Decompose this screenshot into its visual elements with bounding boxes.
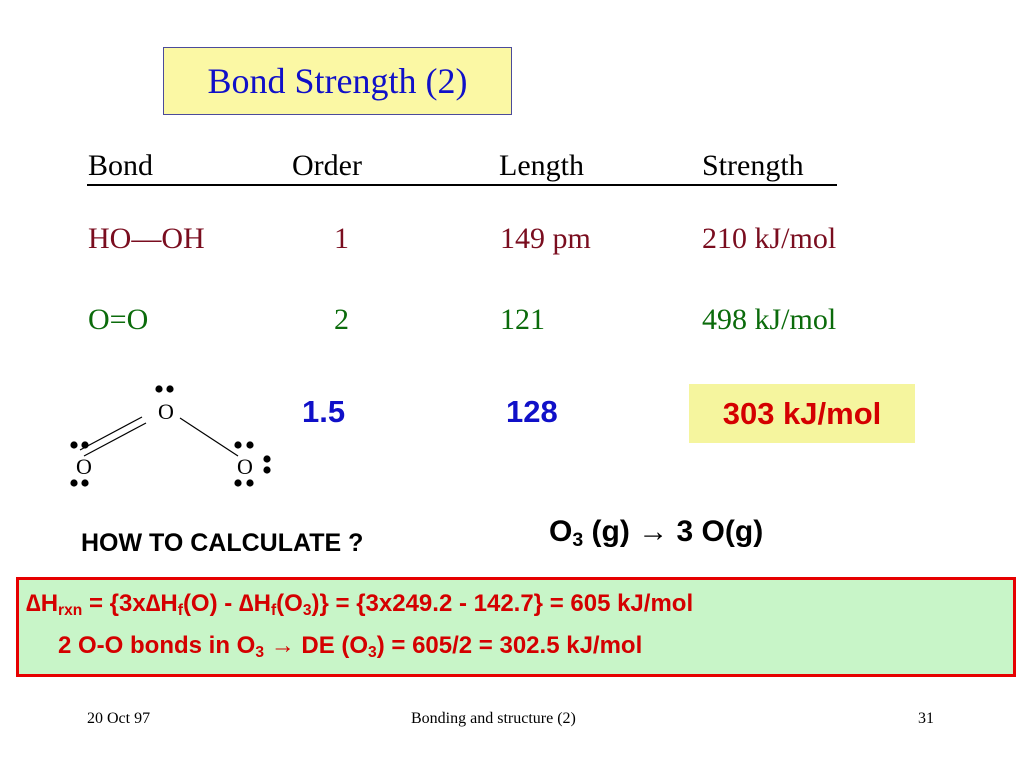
row1-bond: HO—OH — [88, 222, 205, 255]
calc-eq-part: (O — [276, 590, 303, 617]
row1-strength: 210 kJ/mol — [702, 222, 837, 255]
o3-subscript: 3 — [368, 643, 377, 661]
delta-symbol: ∆ — [145, 590, 161, 617]
f-subscript: f — [177, 601, 183, 619]
calculation-line-2: 2 O-O bonds in O3 → DE (O3) = 605/2 = 30… — [58, 632, 642, 662]
reaction-product: 3 O(g) — [668, 515, 764, 548]
title-box — [163, 47, 512, 115]
enthalpy-symbol: H — [40, 590, 59, 617]
row2-length: 121 — [500, 303, 545, 336]
header-bond: Bond — [88, 149, 154, 182]
header-strength: Strength — [702, 149, 804, 182]
row2-bond: O=O — [88, 303, 149, 336]
footer-date: 20 Oct 97 — [87, 710, 151, 727]
how-to-calculate-text: HOW TO CALCULATE ? — [81, 529, 364, 557]
reaction-equation: O3 (g) → 3 O(g) — [549, 515, 763, 552]
row1-order: 1 — [334, 222, 349, 255]
ozone-lewis-structure: O O O — [70, 385, 271, 487]
enthalpy-symbol: H — [253, 590, 271, 617]
footer-title: Bonding and structure (2) — [411, 710, 576, 727]
footer-page-number: 31 — [918, 710, 934, 727]
o3-subscript: 3 — [302, 601, 312, 619]
oxygen-center-label: O — [158, 399, 174, 424]
lone-pair-dots — [70, 385, 271, 487]
calc-eq-part: = {3x — [82, 590, 146, 617]
f-subscript: f — [270, 601, 277, 619]
slide-title: Bond Strength (2) — [207, 61, 468, 101]
o3-subscript: 3 — [255, 643, 265, 661]
header-length: Length — [499, 149, 584, 182]
calculation-line-1: ∆Hrxn = {3x∆Hf(O) - ∆Hf(O3)} = {3x249.2 … — [26, 590, 693, 620]
reaction-reactant-state: (g) — [583, 515, 639, 548]
row2-strength: 498 kJ/mol — [702, 303, 837, 336]
reaction-reactant-subscript: 3 — [572, 528, 584, 551]
reaction-arrow: → — [638, 515, 669, 548]
header-underline — [87, 184, 837, 186]
calc-eq-part: ) = 605/2 = 302.5 kJ/mol — [376, 632, 643, 659]
header-order: Order — [292, 149, 362, 182]
reaction-reactant: O — [549, 515, 573, 548]
calc-eq-part: DE (O — [301, 632, 369, 659]
ozone-order: 1.5 — [302, 394, 346, 429]
calc-arrow: → — [264, 632, 302, 659]
enthalpy-symbol: H — [160, 590, 178, 617]
delta-symbol: ∆ — [238, 590, 254, 617]
delta-symbol: ∆ — [26, 590, 41, 617]
oxygen-left-label: O — [76, 454, 92, 479]
calc-eq-part: (O) - — [182, 590, 239, 617]
calc-eq-part: 2 O-O bonds in O — [58, 632, 256, 659]
calc-eq-part: )} = {3x249.2 - 142.7} = 605 kJ/mol — [311, 590, 694, 617]
row1-length: 149 pm — [500, 222, 591, 255]
ozone-strength: 303 kJ/mol — [722, 396, 882, 431]
row2-order: 2 — [334, 303, 349, 336]
oxygen-right-label: O — [237, 454, 253, 479]
strength-highlight-box — [689, 384, 915, 443]
calculation-box — [16, 577, 1016, 677]
rxn-subscript: rxn — [58, 601, 83, 619]
ozone-length: 128 — [506, 394, 558, 429]
